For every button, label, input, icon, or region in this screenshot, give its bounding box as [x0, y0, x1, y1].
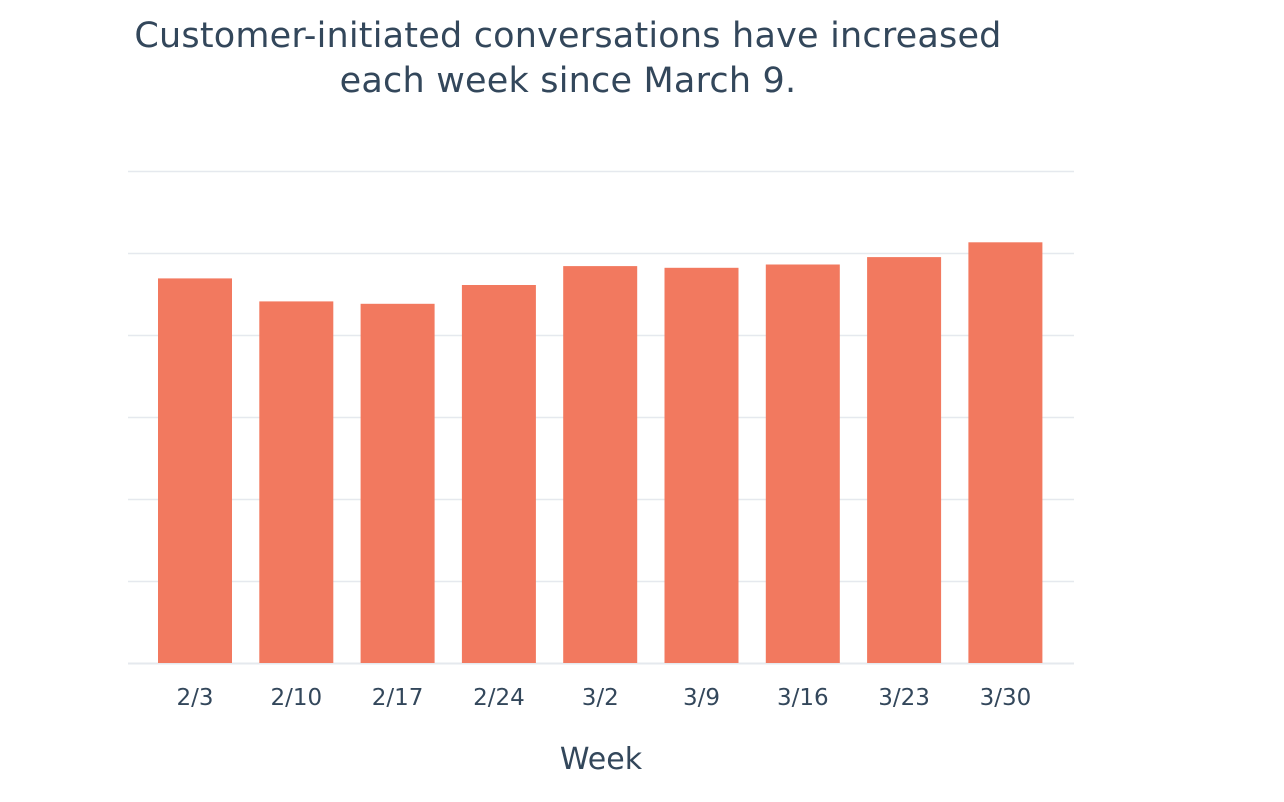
bar-3-2	[563, 266, 638, 663]
x-tick-label: 3/2	[582, 685, 619, 711]
chart-title: Customer-initiated conversations have in…	[0, 14, 1136, 104]
bar-3-23	[867, 257, 942, 663]
bar-3-30	[968, 242, 1043, 664]
bar-2-24	[461, 285, 536, 663]
x-tick-label: 2/24	[473, 685, 525, 711]
bar-2-3	[158, 278, 232, 663]
x-axis-label: Week	[559, 742, 643, 777]
x-tick-label: 2/10	[270, 685, 322, 711]
bar-3-9	[664, 267, 739, 663]
chart-title-line-2: each week since March 9.	[339, 61, 797, 101]
x-tick-label: 2/17	[372, 685, 424, 711]
bar-2-17	[360, 303, 435, 663]
bar-2-10	[259, 301, 334, 663]
x-tick-label: 3/23	[878, 685, 930, 711]
chart-title-line-1: Customer-initiated conversations have in…	[134, 16, 1002, 56]
x-tick-label: 3/16	[777, 685, 829, 711]
bar-3-16	[765, 264, 840, 663]
bar-layer	[158, 242, 1043, 664]
x-tick-layer: 2/3 2/10 2/17 2/24 3/2 3/9 3/16 3/23 3/30	[176, 685, 1031, 711]
x-tick-label: 2/3	[176, 685, 213, 711]
x-tick-label: 3/9	[683, 685, 720, 711]
x-tick-label: 3/30	[980, 685, 1032, 711]
